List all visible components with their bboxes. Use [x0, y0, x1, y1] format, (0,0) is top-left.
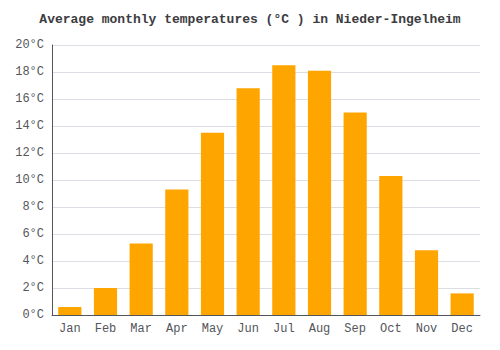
svg-text:6°C: 6°C	[22, 227, 44, 241]
svg-text:14°C: 14°C	[15, 119, 44, 133]
svg-text:16°C: 16°C	[15, 92, 44, 106]
svg-text:8°C: 8°C	[22, 200, 44, 214]
svg-text:Jan: Jan	[59, 322, 81, 336]
svg-text:0°C: 0°C	[22, 308, 44, 322]
svg-text:12°C: 12°C	[15, 146, 44, 160]
svg-text:Oct: Oct	[380, 322, 402, 336]
svg-text:10°C: 10°C	[15, 173, 44, 187]
svg-text:Nov: Nov	[416, 322, 438, 336]
svg-text:Jun: Jun	[237, 322, 259, 336]
svg-text:Dec: Dec	[451, 322, 473, 336]
svg-text:2°C: 2°C	[22, 281, 44, 295]
svg-text:18°C: 18°C	[15, 65, 44, 79]
svg-text:4°C: 4°C	[22, 254, 44, 268]
svg-text:Average monthly temperatures (: Average monthly temperatures (°C ) in Ni…	[39, 12, 460, 27]
svg-text:Jul: Jul	[273, 322, 295, 336]
svg-text:May: May	[202, 322, 224, 336]
svg-text:Apr: Apr	[166, 322, 188, 336]
svg-text:Sep: Sep	[344, 322, 366, 336]
svg-text:Aug: Aug	[309, 322, 331, 336]
svg-text:Mar: Mar	[130, 322, 152, 336]
svg-text:Feb: Feb	[95, 322, 117, 336]
svg-text:20°C: 20°C	[15, 38, 44, 52]
